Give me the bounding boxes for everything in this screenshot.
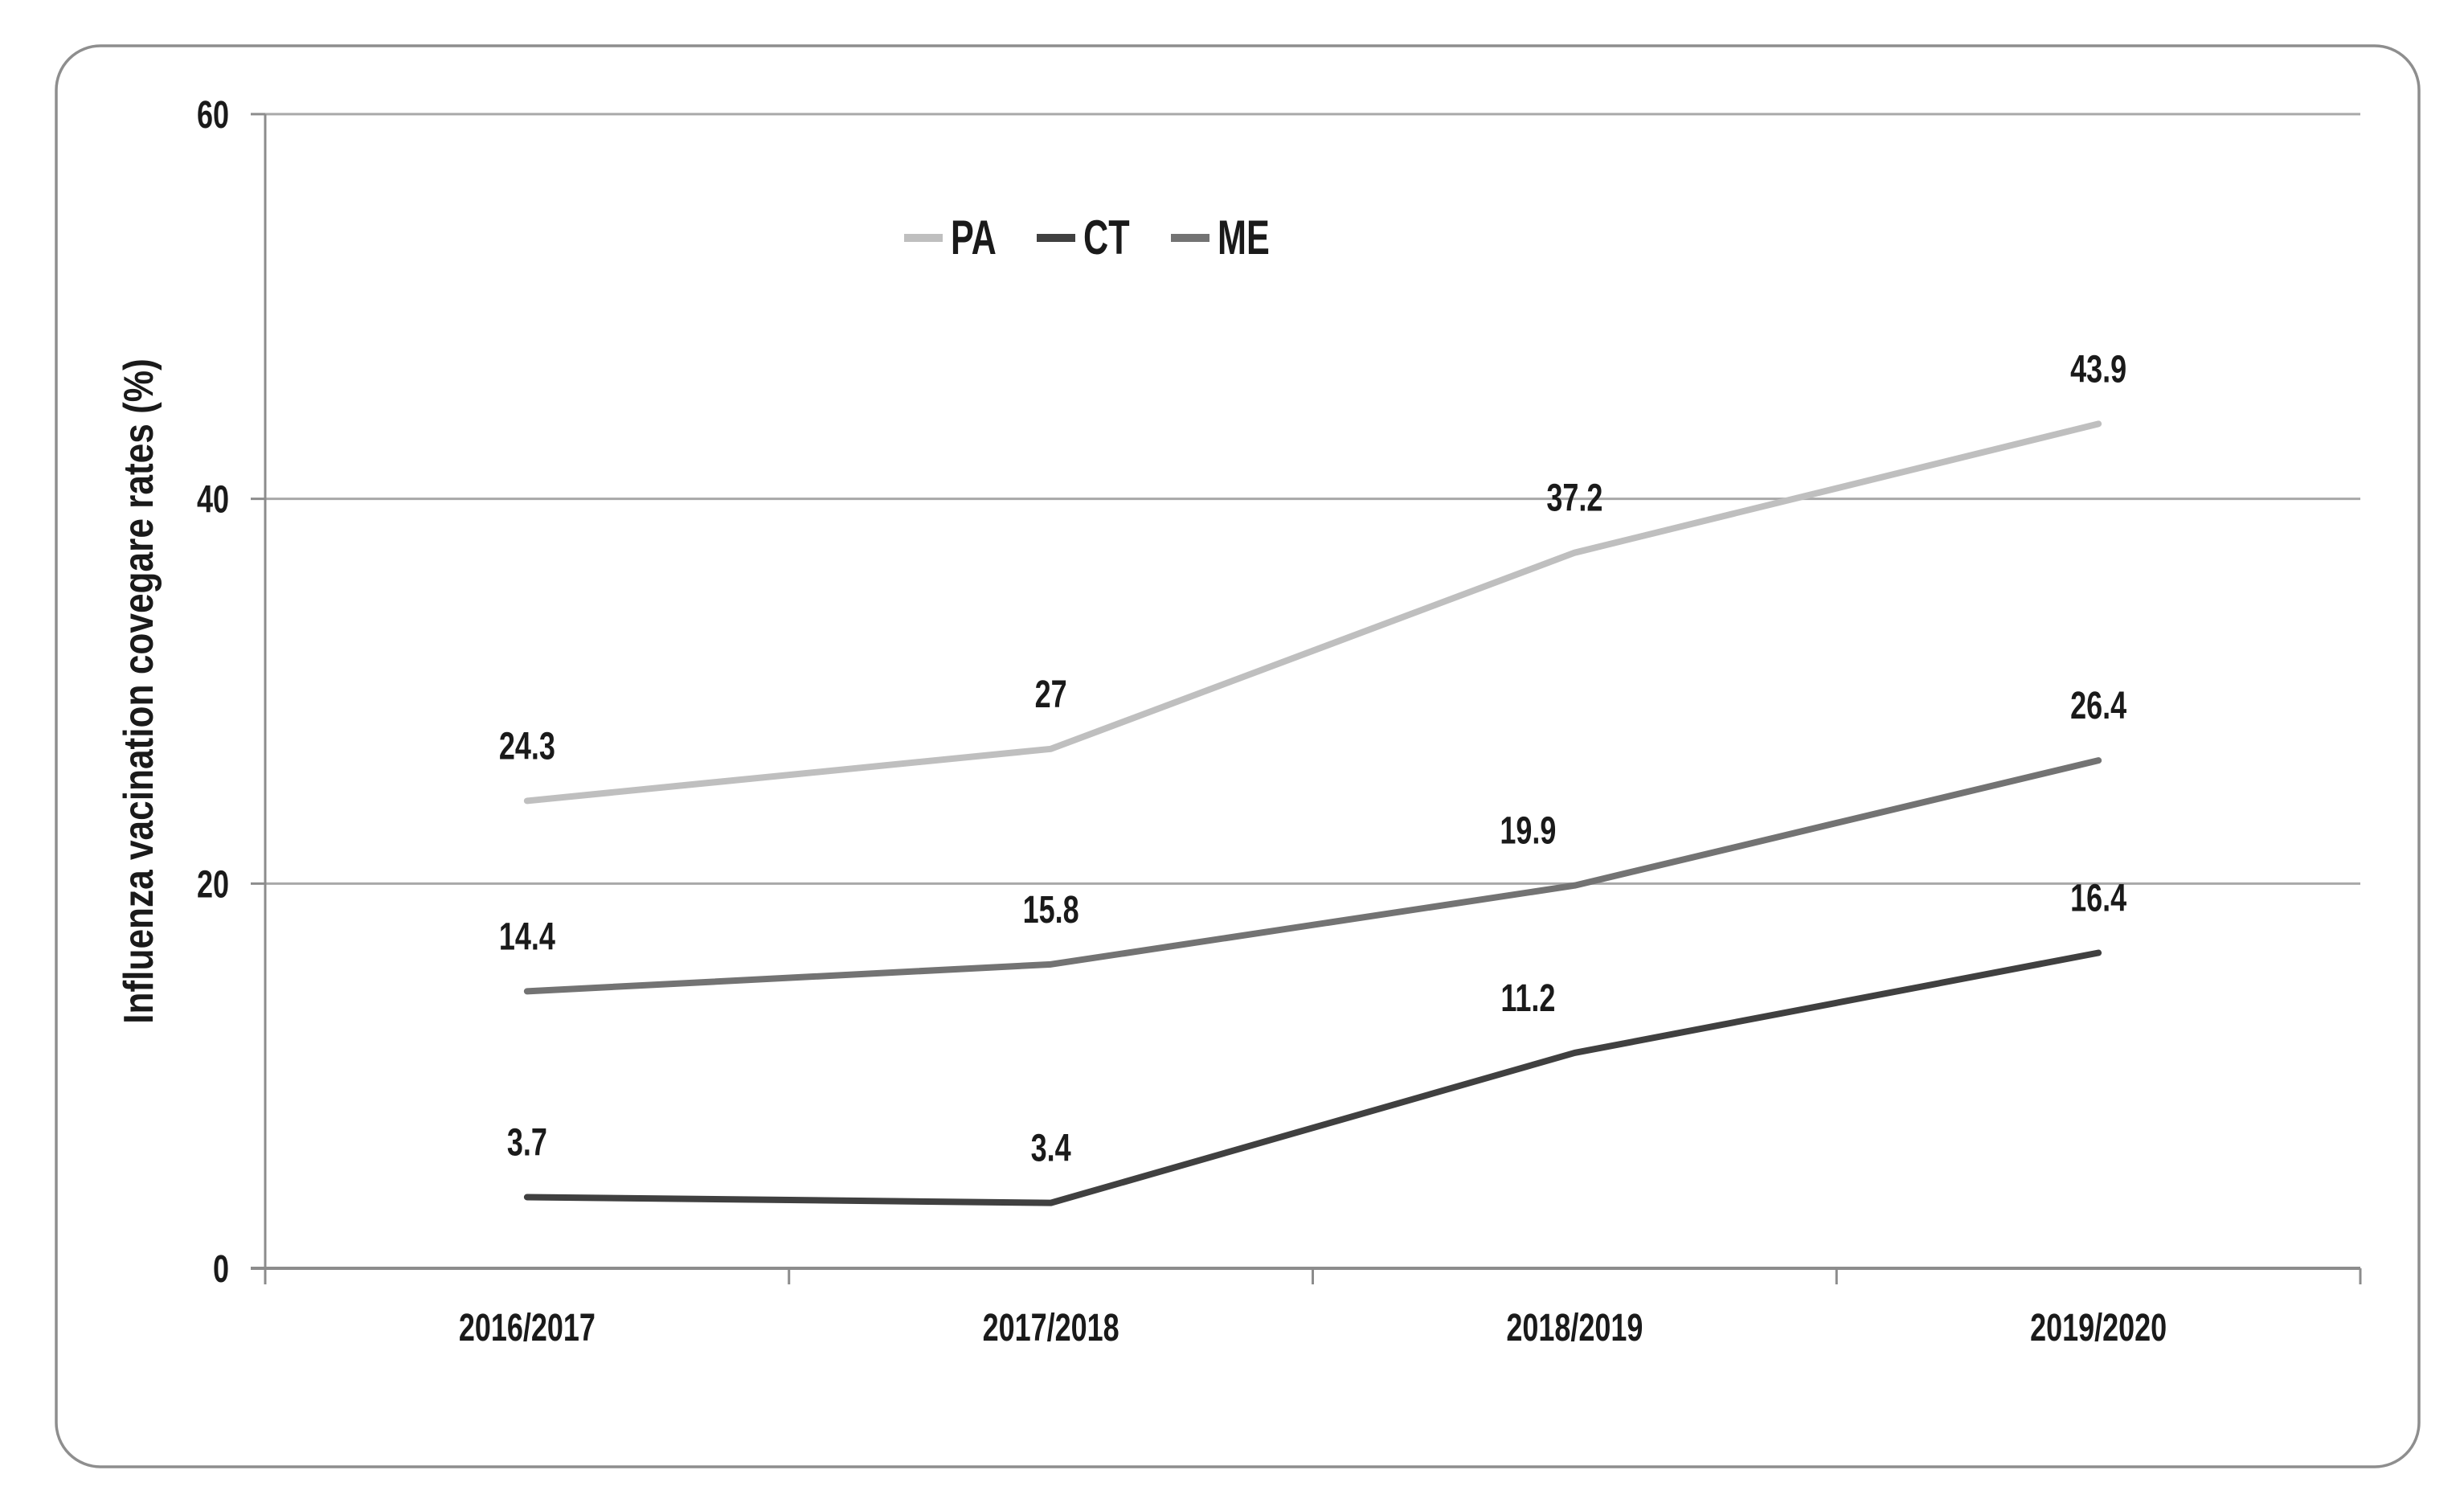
data-label: 11.2 bbox=[1500, 977, 1555, 1019]
data-label: 43.9 bbox=[2070, 347, 2126, 390]
series-lines bbox=[523, 420, 2102, 1206]
gridlines bbox=[265, 113, 2360, 885]
y-tick-label: 60 bbox=[197, 93, 229, 136]
data-label: 24.3 bbox=[499, 724, 555, 767]
data-label: 19.9 bbox=[1500, 809, 1556, 852]
data-labels: 24.3 27 37.2 43.9 3.7 3.4 11.2 16.4 14.4 15.8 19.9… bbox=[499, 347, 2127, 1169]
data-label: 3.4 bbox=[1031, 1127, 1071, 1169]
data-label: 15.8 bbox=[1023, 888, 1079, 931]
y-tick-label: 40 bbox=[197, 478, 229, 521]
y-tick-label: 0 bbox=[213, 1247, 229, 1290]
legend-label-CT: CT bbox=[1083, 211, 1130, 265]
x-tick-label: 2019/2020 bbox=[2030, 1306, 2167, 1349]
chart-border bbox=[55, 44, 2421, 1468]
series-line-PA bbox=[523, 420, 2102, 805]
x-tick-labels: 2016/2017 2017/2018 2018/2019 2019/2020 bbox=[459, 1306, 2167, 1349]
legend-label-PA: PA bbox=[951, 211, 997, 265]
legend: PA CT ME bbox=[904, 211, 1270, 265]
x-tick-label: 2017/2018 bbox=[983, 1306, 1119, 1349]
axes bbox=[251, 113, 2362, 1284]
y-axis-title: Influenza vacination covegare rates (%) bbox=[116, 358, 162, 1024]
data-label: 27 bbox=[1035, 673, 1067, 715]
x-tick-label: 2018/2019 bbox=[1506, 1306, 1643, 1349]
legend-label-ME: ME bbox=[1218, 211, 1270, 265]
x-tick-label: 2016/2017 bbox=[459, 1306, 596, 1349]
data-label: 16.4 bbox=[2070, 877, 2126, 919]
data-label: 26.4 bbox=[2070, 684, 2126, 727]
data-label: 37.2 bbox=[1546, 477, 1602, 519]
y-tick-labels: 0 20 40 60 bbox=[197, 93, 229, 1290]
data-label: 3.7 bbox=[507, 1120, 547, 1163]
data-label: 14.4 bbox=[499, 915, 555, 957]
y-tick-label: 20 bbox=[197, 862, 229, 905]
series-line-ME bbox=[523, 757, 2102, 995]
series-line-CT bbox=[523, 949, 2102, 1206]
